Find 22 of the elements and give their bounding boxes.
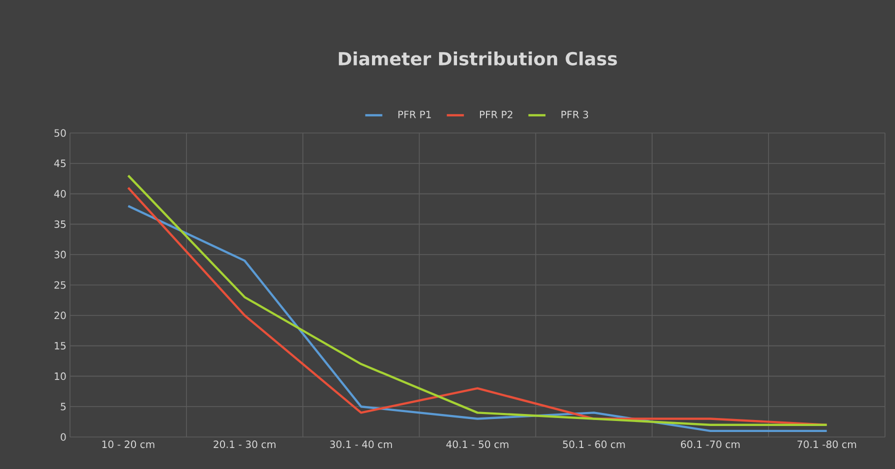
- x-tick-label: 50.1 - 60 cm: [563, 440, 625, 448]
- x-tick-label: 40.1 - 50 cm: [446, 440, 508, 448]
- x-tick-label: 70.1 -80 cm: [798, 440, 856, 448]
- legend-label: PFR P2: [480, 110, 512, 118]
- y-tick-label: 30: [54, 250, 66, 258]
- y-tick-label: 25: [54, 281, 66, 289]
- y-tick-label: 15: [54, 342, 66, 350]
- y-tick-label: 45: [54, 160, 66, 168]
- legend-label: PFR 3: [562, 110, 588, 118]
- x-tick-label: 20.1 - 30 cm: [214, 440, 276, 448]
- y-tick-label: 5: [60, 402, 66, 410]
- x-tick-label: 30.1 - 40 cm: [330, 440, 392, 448]
- y-tick-label: 50: [54, 129, 66, 137]
- x-tick-label: 10 - 20 cm: [102, 440, 154, 448]
- y-tick-label: 0: [60, 433, 66, 441]
- legend-label: PFR P1: [398, 110, 431, 118]
- y-tick-label: 40: [54, 190, 66, 198]
- x-tick-label: 60.1 -70 cm: [680, 440, 740, 448]
- chart-title: Diameter Distribution Class: [338, 52, 617, 66]
- y-tick-label: 20: [54, 312, 66, 320]
- y-tick-label: 35: [54, 220, 66, 228]
- y-tick-label: 10: [54, 372, 66, 380]
